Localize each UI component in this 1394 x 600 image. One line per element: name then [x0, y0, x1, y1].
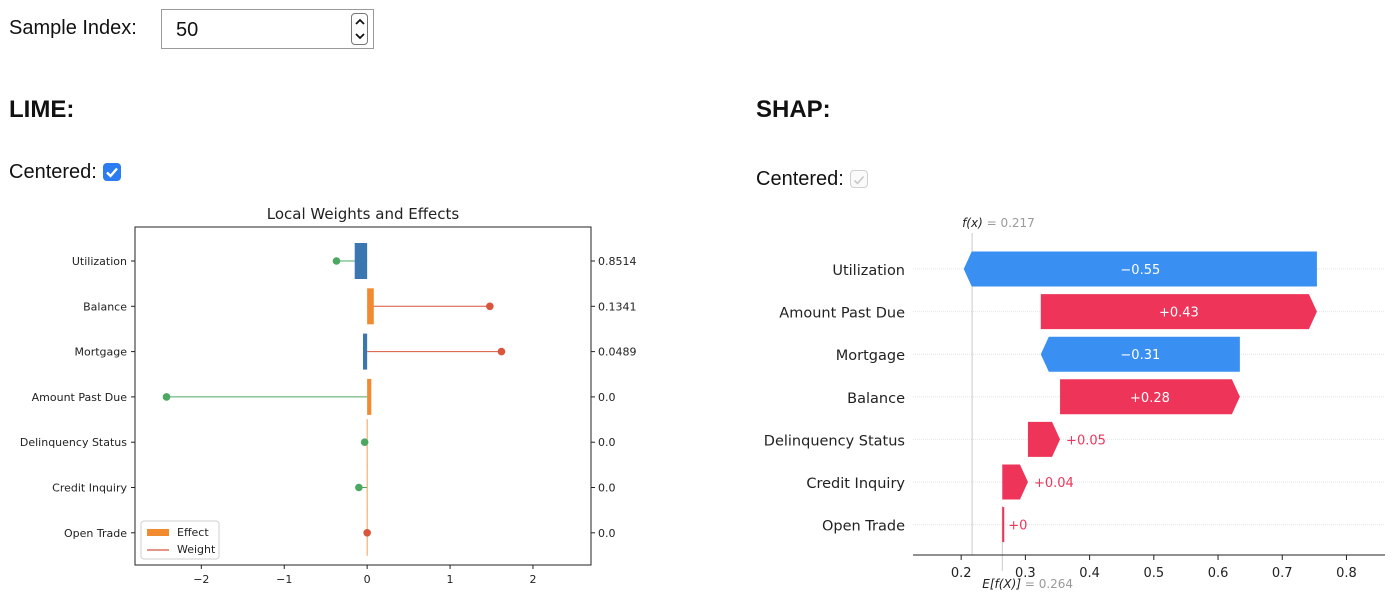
lime-right-label: 0.8514 [598, 255, 637, 268]
shap-positive-bar [1027, 421, 1061, 457]
lime-heading: LIME: [9, 96, 75, 123]
spinner-buttons[interactable] [351, 13, 368, 45]
lime-right-label: 0.0489 [598, 346, 637, 359]
shap-value-label: +0.05 [1066, 433, 1106, 448]
shap-xtick-label: 0.8 [1336, 566, 1357, 581]
lime-weight-point [332, 257, 341, 265]
lime-right-label: 0.0 [598, 391, 616, 404]
shap-category-label: Utilization [832, 263, 905, 279]
lime-category-label: Delinquency Status [20, 436, 127, 449]
shap-heading: SHAP: [756, 96, 831, 123]
shap-category-label: Open Trade [822, 519, 905, 535]
shap-chart: f(x) = 0.217 Utilization −0.55 Amount Past … [764, 216, 1385, 591]
shap-category-label: Mortgage [836, 348, 905, 364]
lime-centered-checkbox[interactable] [102, 163, 121, 181]
shap-value-label: −0.31 [1120, 348, 1160, 363]
shap-fx-label: f(x) = 0.217 [962, 216, 1035, 230]
lime-xtick-label: 2 [529, 573, 536, 586]
lime-legend-effect-swatch [147, 529, 169, 536]
check-icon [105, 167, 118, 178]
shap-value-label: −0.55 [1120, 263, 1160, 278]
check-icon [853, 175, 864, 185]
sample-index-label: Sample Index: [9, 17, 137, 39]
lime-right-label: 0.0 [598, 482, 616, 495]
shap-efx-label: E[f(X)] = 0.264 [982, 577, 1073, 591]
lime-weight-point [497, 347, 506, 356]
shap-category-label: Delinquency Status [764, 433, 905, 449]
lime-centered-label: Centered: [9, 161, 97, 183]
shap-xtick-label: 0.4 [1079, 566, 1100, 581]
sample-index-input[interactable]: 50 [161, 9, 374, 49]
lime-effect-bar [366, 464, 368, 511]
lime-right-label: 0.0 [598, 436, 616, 449]
shap-xtick-label: 0.7 [1272, 566, 1293, 581]
shap-value-label: +0.43 [1159, 306, 1199, 321]
lime-xtick-label: −2 [193, 573, 209, 586]
lime-xtick-label: 1 [447, 573, 454, 586]
sample-index-value[interactable]: 50 [176, 19, 199, 41]
lime-effect-bar [367, 378, 372, 415]
lime-category-label: Mortgage [74, 346, 127, 359]
lime-category-label: Open Trade [64, 527, 127, 540]
lime-right-label: 0.0 [598, 527, 616, 540]
shap-xtick-label: 0.2 [951, 566, 972, 581]
shap-xtick-label: 0.5 [1143, 566, 1164, 581]
shap-xtick-label: 0.6 [1208, 566, 1229, 581]
chevron-down-icon[interactable] [352, 29, 367, 44]
lime-xtick-label: 0 [364, 573, 371, 586]
shap-value-label: +0 [1008, 519, 1027, 534]
shap-centered-label: Centered: [756, 168, 844, 190]
shap-positive-bar [1002, 507, 1005, 543]
lime-effect-bar [354, 243, 368, 279]
lime-category-label: Amount Past Due [32, 391, 128, 404]
lime-category-label: Balance [83, 300, 127, 313]
lime-centered-row: Centered: [9, 161, 121, 184]
lime-weight-point [355, 483, 363, 492]
lime-category-label: Credit Inquiry [52, 482, 127, 495]
shap-centered-row: Centered: [756, 168, 868, 191]
lime-xtick-label: −1 [276, 573, 292, 586]
lime-effect-bar [367, 288, 374, 325]
lime-weight-point [363, 529, 371, 537]
shap-positive-bar [1060, 379, 1240, 415]
lime-category-label: Utilization [72, 255, 127, 268]
lime-weight-point [162, 393, 171, 401]
lime-legend-weight-label: Weight [177, 543, 216, 556]
lime-weight-point [360, 438, 369, 446]
lime-chart: Local Weights and Effects Utilization 0.85… [20, 205, 637, 586]
lime-effect-bar [363, 333, 368, 370]
shap-category-label: Amount Past Due [779, 306, 905, 322]
lime-right-label: 0.1341 [598, 300, 637, 313]
shap-value-label: +0.28 [1130, 391, 1170, 406]
shap-negative-bar [963, 251, 1317, 287]
shap-xtick-label: 0.3 [1015, 566, 1036, 581]
chevron-up-icon[interactable] [352, 14, 367, 29]
lime-weight-point [486, 302, 494, 311]
shap-category-label: Balance [847, 391, 905, 407]
lime-plot-frame [134, 226, 592, 566]
shap-negative-bar [1040, 336, 1240, 372]
lime-legend-effect-label: Effect [177, 526, 209, 539]
shap-positive-bar [1002, 464, 1028, 500]
shap-value-label: +0.04 [1034, 476, 1074, 491]
shap-centered-checkbox[interactable] [849, 170, 868, 188]
shap-positive-bar [1040, 294, 1317, 330]
shap-category-label: Credit Inquiry [806, 476, 905, 492]
lime-chart-title: Local Weights and Effects [267, 205, 460, 223]
